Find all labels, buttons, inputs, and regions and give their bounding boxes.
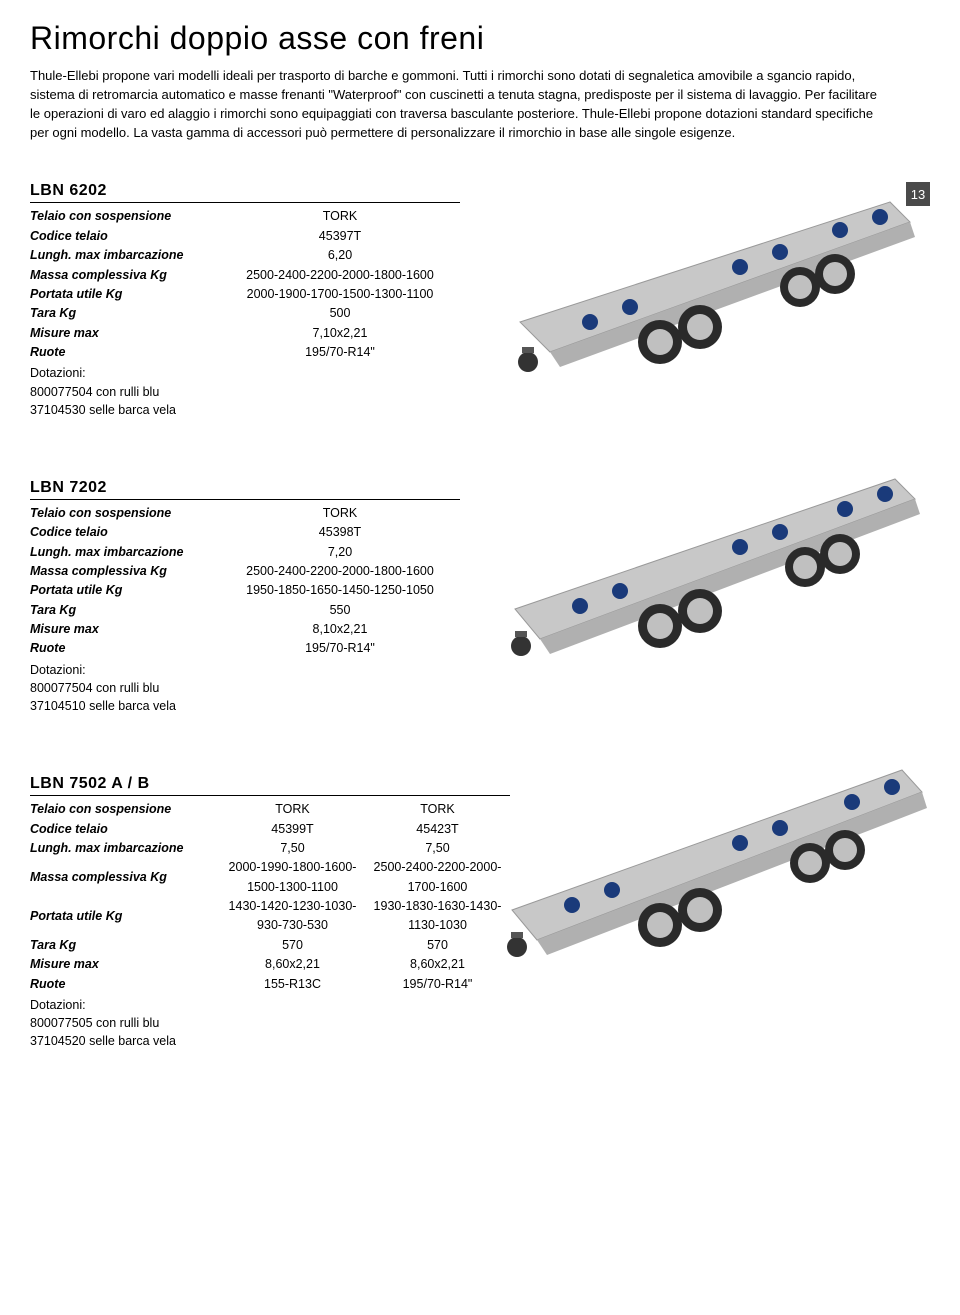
value-telaio: TORK — [220, 504, 460, 523]
label-telaio: Telaio con sospensione — [30, 504, 220, 523]
value-portata-b: 1930-1830-1630-1430-1130-1030 — [365, 897, 510, 936]
label-massa: Massa complessiva Kg — [30, 868, 220, 887]
value-portata: 2000-1900-1700-1500-1300-1100 — [220, 285, 460, 304]
value-ruote-a: 155-R13C — [220, 975, 365, 994]
trailer-image — [500, 755, 930, 965]
notes-label: Dotazioni: — [30, 996, 930, 1014]
notes-block: Dotazioni: 800077505 con rulli blu 37104… — [30, 996, 930, 1050]
product-section-lbn-7502: LBN 7502 A / B Telaio con sospensione TO… — [0, 755, 960, 1090]
value-lungh: 7,20 — [220, 543, 460, 562]
value-telaio-b: TORK — [365, 800, 510, 819]
value-misure-b: 8,60x2,21 — [365, 955, 510, 974]
value-misure: 7,10x2,21 — [220, 324, 460, 343]
label-telaio: Telaio con sospensione — [30, 800, 220, 819]
product-section-lbn-7202: LBN 7202 Telaio con sospensioneTORK Codi… — [0, 459, 960, 755]
value-misure-a: 8,60x2,21 — [220, 955, 365, 974]
label-telaio: Telaio con sospensione — [30, 207, 220, 226]
value-codice-a: 45399T — [220, 820, 365, 839]
label-ruote: Ruote — [30, 639, 220, 658]
label-misure: Misure max — [30, 324, 220, 343]
notes-block: Dotazioni: 800077504 con rulli blu 37104… — [30, 364, 930, 418]
value-tara-a: 570 — [220, 936, 365, 955]
note-line: 37104530 selle barca vela — [30, 401, 930, 419]
value-tara: 550 — [220, 601, 460, 620]
label-portata: Portata utile Kg — [30, 285, 220, 304]
value-codice: 45398T — [220, 523, 460, 542]
label-tara: Tara Kg — [30, 304, 220, 323]
value-massa-a: 2000-1990-1800-1600-1500-1300-1100 — [220, 858, 365, 897]
label-misure: Misure max — [30, 955, 220, 974]
label-tara: Tara Kg — [30, 601, 220, 620]
product-title: LBN 6202 — [30, 182, 107, 200]
label-codice: Codice telaio — [30, 820, 220, 839]
value-massa-b: 2500-2400-2200-2000-1700-1600 — [365, 858, 510, 897]
intro-paragraph: Thule-Ellebi propone vari modelli ideali… — [0, 67, 920, 162]
value-telaio: TORK — [220, 207, 460, 226]
label-codice: Codice telaio — [30, 523, 220, 542]
value-tara-b: 570 — [365, 936, 510, 955]
label-ruote: Ruote — [30, 343, 220, 362]
label-lungh: Lungh. max imbarcazione — [30, 839, 220, 858]
value-ruote: 195/70-R14" — [220, 639, 460, 658]
value-massa: 2500-2400-2200-2000-1800-1600 — [220, 266, 460, 285]
label-codice: Codice telaio — [30, 227, 220, 246]
label-tara: Tara Kg — [30, 936, 220, 955]
product-title: LBN 7502 A / B — [30, 775, 150, 793]
label-massa: Massa complessiva Kg — [30, 562, 220, 581]
value-tara: 500 — [220, 304, 460, 323]
value-codice-b: 45423T — [365, 820, 510, 839]
note-line: 800077504 con rulli blu — [30, 679, 930, 697]
note-line: 37104520 selle barca vela — [30, 1032, 930, 1050]
value-portata-a: 1430-1420-1230-1030-930-730-530 — [220, 897, 365, 936]
value-massa: 2500-2400-2200-2000-1800-1600 — [220, 562, 460, 581]
label-portata: Portata utile Kg — [30, 581, 220, 600]
notes-label: Dotazioni: — [30, 661, 930, 679]
note-line: 37104510 selle barca vela — [30, 697, 930, 715]
value-lungh-b: 7,50 — [365, 839, 510, 858]
value-telaio-a: TORK — [220, 800, 365, 819]
trailer-image — [500, 172, 930, 372]
label-misure: Misure max — [30, 620, 220, 639]
label-ruote: Ruote — [30, 975, 220, 994]
page-title: Rimorchi doppio asse con freni — [0, 0, 960, 67]
value-ruote-b: 195/70-R14" — [365, 975, 510, 994]
value-lungh-a: 7,50 — [220, 839, 365, 858]
label-portata: Portata utile Kg — [30, 907, 220, 926]
value-portata: 1950-1850-1650-1450-1250-1050 — [220, 581, 460, 600]
value-ruote: 195/70-R14" — [220, 343, 460, 362]
trailer-image — [500, 459, 930, 659]
value-lungh: 6,20 — [220, 246, 460, 265]
product-title: LBN 7202 — [30, 479, 107, 497]
notes-block: Dotazioni: 800077504 con rulli blu 37104… — [30, 661, 930, 715]
value-misure: 8,10x2,21 — [220, 620, 460, 639]
note-line: 800077504 con rulli blu — [30, 383, 930, 401]
label-massa: Massa complessiva Kg — [30, 266, 220, 285]
label-lungh: Lungh. max imbarcazione — [30, 543, 220, 562]
note-line: 800077505 con rulli blu — [30, 1014, 930, 1032]
product-section-lbn-6202: 13 LBN 6202 Telaio con sospensioneTORK — [0, 162, 960, 458]
label-lungh: Lungh. max imbarcazione — [30, 246, 220, 265]
value-codice: 45397T — [220, 227, 460, 246]
